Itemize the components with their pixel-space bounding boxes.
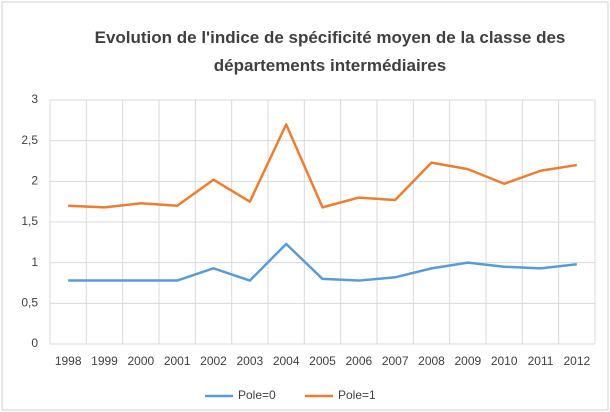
x-tick-label: 2001: [164, 354, 191, 368]
x-tick-label: 2006: [345, 354, 372, 368]
x-tick-label: 2007: [382, 354, 409, 368]
line-series: [68, 242, 577, 282]
x-tick-label: 1999: [91, 354, 118, 368]
x-tick-label: 2003: [236, 354, 263, 368]
legend-label: Pole=0: [238, 388, 276, 402]
y-tick-label: 0: [31, 336, 38, 350]
x-tick-label: 2012: [563, 354, 590, 368]
y-tick-label: 3: [31, 92, 38, 106]
x-tick-label: 1998: [55, 354, 82, 368]
chart-title: Evolution de l'indice de spécificité moy…: [94, 28, 566, 75]
x-tick-label: 2002: [200, 354, 227, 368]
legend-label: Pole=1: [338, 388, 376, 402]
y-tick-label: 1,5: [21, 214, 38, 228]
y-tick-label: 0,5: [21, 296, 38, 310]
line-series: [68, 123, 578, 209]
y-tick-label: 1: [31, 255, 38, 269]
y-tick-label: 2,5: [21, 133, 38, 147]
x-tick-label: 2009: [454, 354, 481, 368]
x-tick-label: 2011: [528, 354, 554, 368]
x-tick-label: 2010: [491, 354, 518, 368]
x-tick-label: 2005: [309, 354, 336, 368]
x-tick-label: 2004: [273, 354, 300, 368]
x-tick-label: 2000: [127, 354, 154, 368]
x-tick-label: 2008: [418, 354, 445, 368]
y-tick-label: 2: [31, 174, 38, 188]
